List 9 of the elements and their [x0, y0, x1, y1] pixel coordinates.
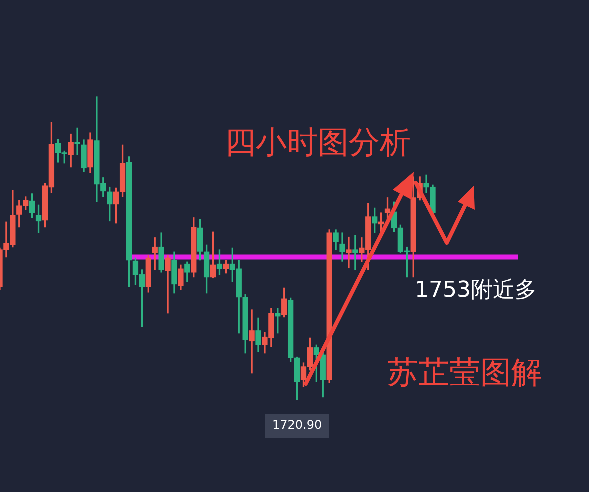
candlestick	[352, 235, 358, 270]
candlestick	[249, 310, 255, 374]
candlestick	[346, 236, 352, 269]
ref-line-label: 1753附近多	[415, 278, 537, 304]
annotation: 苏芷莹图解	[388, 355, 542, 392]
candlestick	[74, 128, 80, 156]
text: 四小时图分析	[225, 125, 411, 162]
candlestick	[165, 255, 171, 314]
annotation: 1720.90	[272, 418, 322, 432]
